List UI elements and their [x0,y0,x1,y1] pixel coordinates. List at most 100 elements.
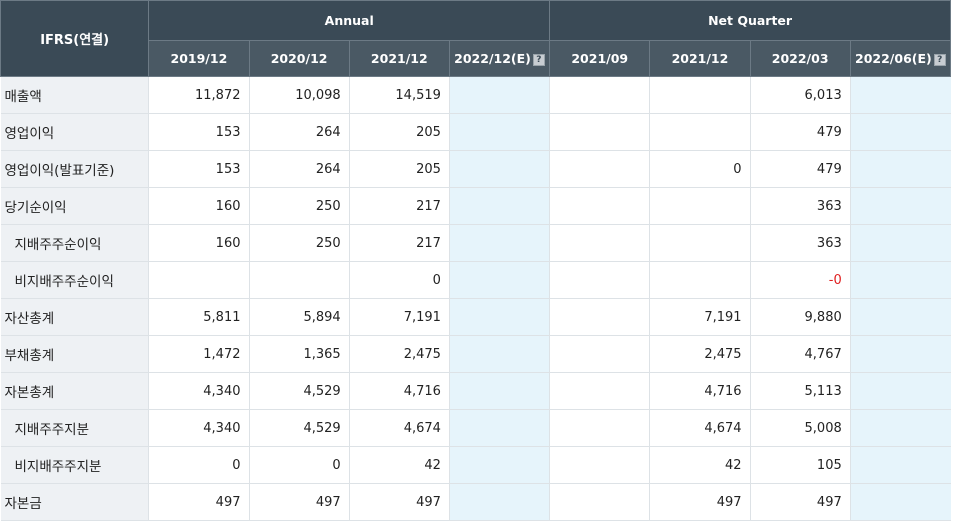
table-cell [148,261,250,299]
table-cell: 5,113 [750,372,851,410]
table-cell: 479 [750,150,851,188]
table-cell [549,483,651,521]
row-label: 지배주주지분 [0,409,150,447]
table-cell [249,261,350,299]
table-cell: 5,008 [750,409,851,447]
table-cell: 4,716 [649,372,751,410]
table-cell: 9,880 [750,298,851,336]
row-label: 지배주주순이익 [0,224,150,262]
table-cell: 250 [249,224,350,262]
table-row: 비지배주주순이익 0 -0 [0,261,951,299]
table-cell: 160 [148,224,250,262]
row-label: 비지배주주순이익 [0,261,150,299]
table-cell [449,446,551,484]
table-cell: 2,475 [349,335,450,373]
table-cell [449,483,551,521]
table-cell: 153 [148,113,250,151]
table-cell [449,113,551,151]
table-row: 비지배주주지분 0 0 42 42 105 [0,446,951,484]
table-cell: 5,894 [249,298,350,336]
table-cell [850,113,951,151]
table-cell: 497 [249,483,350,521]
table-cell: 10,098 [249,76,350,114]
table-row: 당기순이익 160 250 217 363 [0,187,951,225]
table-row: 지배주주지분 4,340 4,529 4,674 4,674 5,008 [0,409,951,447]
table-cell: 497 [148,483,250,521]
table-cell: 7,191 [349,298,450,336]
table-cell [549,298,651,336]
table-row: 영업이익 153 264 205 479 [0,113,951,151]
row-label: 영업이익 [0,113,150,151]
net-quarter-group-header: Net Quarter [549,0,951,41]
table-cell [850,446,951,484]
table-cell: -0 [750,261,851,299]
table-cell [649,113,751,151]
period-header-estimate: 2022/12(E)? [448,40,551,77]
table-cell: 264 [249,113,350,151]
table-cell: 479 [750,113,851,151]
table-cell: 0 [349,261,450,299]
row-label: 비지배주주지분 [0,446,150,484]
table-row: 부채총계 1,472 1,365 2,475 2,475 4,767 [0,335,951,373]
table-cell [549,187,651,225]
period-header-estimate: 2022/06(E)? [849,40,952,77]
table-cell [850,298,951,336]
table-row: 자본총계 4,340 4,529 4,716 4,716 5,113 [0,372,951,410]
row-label: 영업이익(발표기준) [0,150,150,188]
table-cell [549,409,651,447]
table-cell: 4,767 [750,335,851,373]
table-cell: 5,811 [148,298,250,336]
table-cell [549,261,651,299]
period-header: 2022/03 [749,40,851,77]
table-cell: 4,340 [148,372,250,410]
table-cell: 0 [249,446,350,484]
table-cell: 6,013 [750,76,851,114]
help-icon[interactable]: ? [532,54,545,66]
table-cell: 497 [349,483,450,521]
table-cell [649,224,751,262]
table-cell [549,224,651,262]
table-cell: 217 [349,224,450,262]
table-cell [850,224,951,262]
table-cell: 105 [750,446,851,484]
table-row: 자산총계 5,811 5,894 7,191 7,191 9,880 [0,298,951,336]
table-cell: 0 [649,150,751,188]
table-row: 영업이익(발표기준) 153 264 205 0 479 [0,150,951,188]
table-cell [549,150,651,188]
table-cell [449,76,551,114]
table-cell: 363 [750,187,851,225]
help-icon[interactable]: ? [933,54,946,66]
row-label: 자산총계 [0,298,150,336]
table-cell [449,261,551,299]
table-body: 매출액 11,872 10,098 14,519 6,013 영업이익 153 264 205 4… [0,76,951,521]
table-cell [549,372,651,410]
table-cell [449,187,551,225]
table-cell [449,298,551,336]
table-cell: 4,529 [249,372,350,410]
table-row: 매출액 11,872 10,098 14,519 6,013 [0,76,951,114]
table-cell: 0 [148,446,250,484]
table-cell [449,224,551,262]
table-cell: 1,472 [148,335,250,373]
table-cell [549,446,651,484]
table-cell: 217 [349,187,450,225]
ifrs-label-header: IFRS(연결) [0,0,150,77]
table-cell: 42 [349,446,450,484]
table-cell [649,187,751,225]
table-cell [850,409,951,447]
row-label: 당기순이익 [0,187,150,225]
table-cell: 7,191 [649,298,751,336]
row-label: 자본총계 [0,372,150,410]
table-cell: 4,674 [349,409,450,447]
table-cell [549,76,651,114]
table-cell [449,335,551,373]
table-cell [850,261,951,299]
annual-group-header: Annual [148,0,551,41]
table-cell: 264 [249,150,350,188]
table-cell: 42 [649,446,751,484]
table-row: 자본금 497 497 497 497 497 [0,483,951,521]
table-cell: 497 [649,483,751,521]
table-cell [850,372,951,410]
table-cell [850,150,951,188]
